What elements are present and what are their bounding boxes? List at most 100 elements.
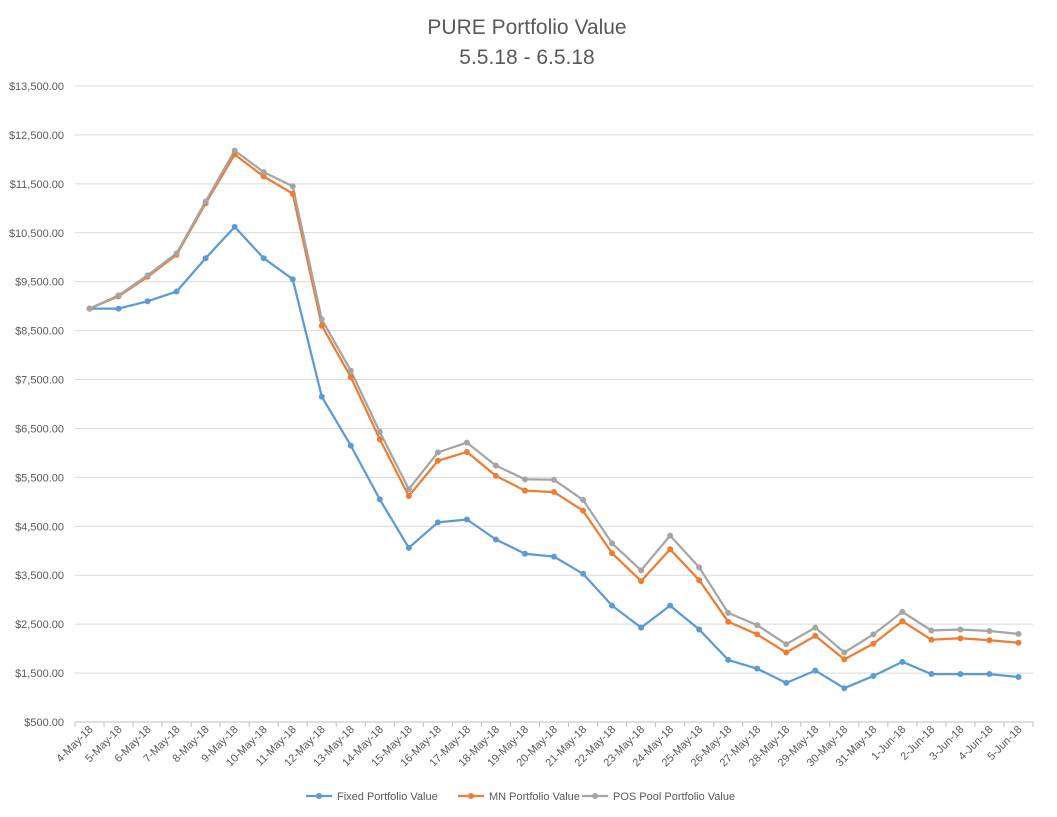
chart-title: PURE Portfolio Value — [427, 16, 626, 39]
y-tick-label: $6,500.00 — [15, 423, 64, 435]
data-point — [986, 671, 993, 678]
y-tick-label: $4,500.00 — [15, 521, 64, 533]
data-point — [870, 673, 877, 680]
data-point — [318, 393, 325, 400]
data-point — [928, 627, 935, 634]
y-tick-label: $500.00 — [24, 717, 64, 729]
series-lines — [86, 147, 1022, 692]
data-point — [289, 276, 296, 283]
data-point — [115, 305, 122, 312]
data-point — [521, 476, 528, 483]
data-point — [289, 183, 296, 190]
data-point — [667, 602, 674, 609]
data-point — [376, 428, 383, 435]
data-point — [405, 492, 412, 499]
data-point — [115, 292, 122, 299]
legend-marker — [316, 793, 322, 799]
data-point — [289, 190, 296, 197]
data-point — [870, 631, 877, 638]
data-point — [492, 462, 499, 469]
data-point — [783, 649, 790, 656]
data-point — [434, 449, 441, 456]
data-point — [405, 544, 412, 551]
legend-label: Fixed Portfolio Value — [337, 791, 438, 803]
data-point — [870, 640, 877, 647]
data-point — [638, 624, 645, 631]
data-point — [725, 656, 732, 663]
data-point — [463, 516, 470, 523]
data-point — [580, 570, 587, 577]
y-tick-label: $5,500.00 — [15, 472, 64, 484]
data-point — [986, 628, 993, 635]
y-tick-label: $8,500.00 — [15, 326, 64, 338]
data-point — [841, 649, 848, 656]
data-point — [492, 472, 499, 479]
data-point — [144, 272, 151, 279]
data-point — [1015, 673, 1022, 680]
data-point — [899, 608, 906, 615]
data-point — [551, 489, 557, 496]
data-point — [231, 223, 238, 230]
data-point — [347, 367, 354, 374]
data-point — [1015, 639, 1022, 646]
data-point — [609, 540, 616, 547]
data-point — [463, 439, 470, 446]
data-point — [260, 169, 267, 176]
data-point — [86, 305, 93, 312]
chart-subtitle: 5.5.18 - 6.5.18 — [459, 46, 594, 69]
data-point — [667, 532, 674, 539]
series-line — [89, 225, 1019, 690]
legend-marker — [468, 793, 474, 799]
legend: Fixed Portfolio Value MN Portfolio Value P… — [306, 791, 735, 803]
data-point — [347, 442, 354, 449]
data-point — [609, 550, 616, 557]
data-point — [260, 255, 267, 262]
data-point — [957, 626, 964, 633]
data-point — [580, 496, 587, 503]
data-point — [899, 658, 906, 665]
data-point — [928, 671, 935, 678]
data-point — [696, 577, 703, 584]
data-point — [667, 546, 674, 553]
data-point — [928, 636, 935, 643]
data-point — [434, 519, 441, 526]
data-point — [231, 147, 238, 154]
data-point — [609, 602, 616, 609]
y-tick-label: $11,500.00 — [10, 179, 64, 191]
data-point — [405, 486, 412, 493]
data-point — [551, 553, 557, 560]
data-point — [696, 564, 703, 571]
data-point — [754, 622, 761, 629]
y-tick-label: $13,500.00 — [9, 81, 64, 93]
y-tick-label: $9,500.00 — [15, 277, 64, 289]
series-line — [89, 149, 1019, 654]
data-point — [899, 618, 906, 625]
data-point — [173, 288, 180, 295]
data-point — [812, 632, 819, 639]
data-point — [783, 641, 790, 648]
data-point — [638, 578, 645, 585]
data-point — [957, 635, 964, 642]
y-axis: $500.00 $1,500.00 $2,500.00 $3,500.00 $4,500… — [9, 81, 64, 729]
legend-label: MN Portfolio Value — [489, 791, 580, 803]
data-point — [434, 457, 441, 464]
data-point — [812, 624, 819, 631]
data-point — [783, 679, 790, 686]
data-point — [376, 496, 383, 503]
data-point — [725, 609, 732, 616]
data-point — [202, 198, 209, 205]
data-point — [521, 487, 528, 494]
data-point — [376, 436, 383, 443]
y-tick-label: $10,500.00 — [9, 228, 64, 240]
data-point — [202, 255, 209, 262]
y-tick-label: $1,500.00 — [15, 668, 64, 680]
data-point — [173, 250, 180, 257]
data-point — [521, 550, 528, 557]
data-point — [841, 685, 848, 692]
data-point — [841, 656, 848, 663]
data-point — [463, 448, 470, 455]
data-point — [580, 507, 587, 514]
y-tick-label: $7,500.00 — [15, 375, 64, 387]
data-point — [957, 671, 964, 678]
